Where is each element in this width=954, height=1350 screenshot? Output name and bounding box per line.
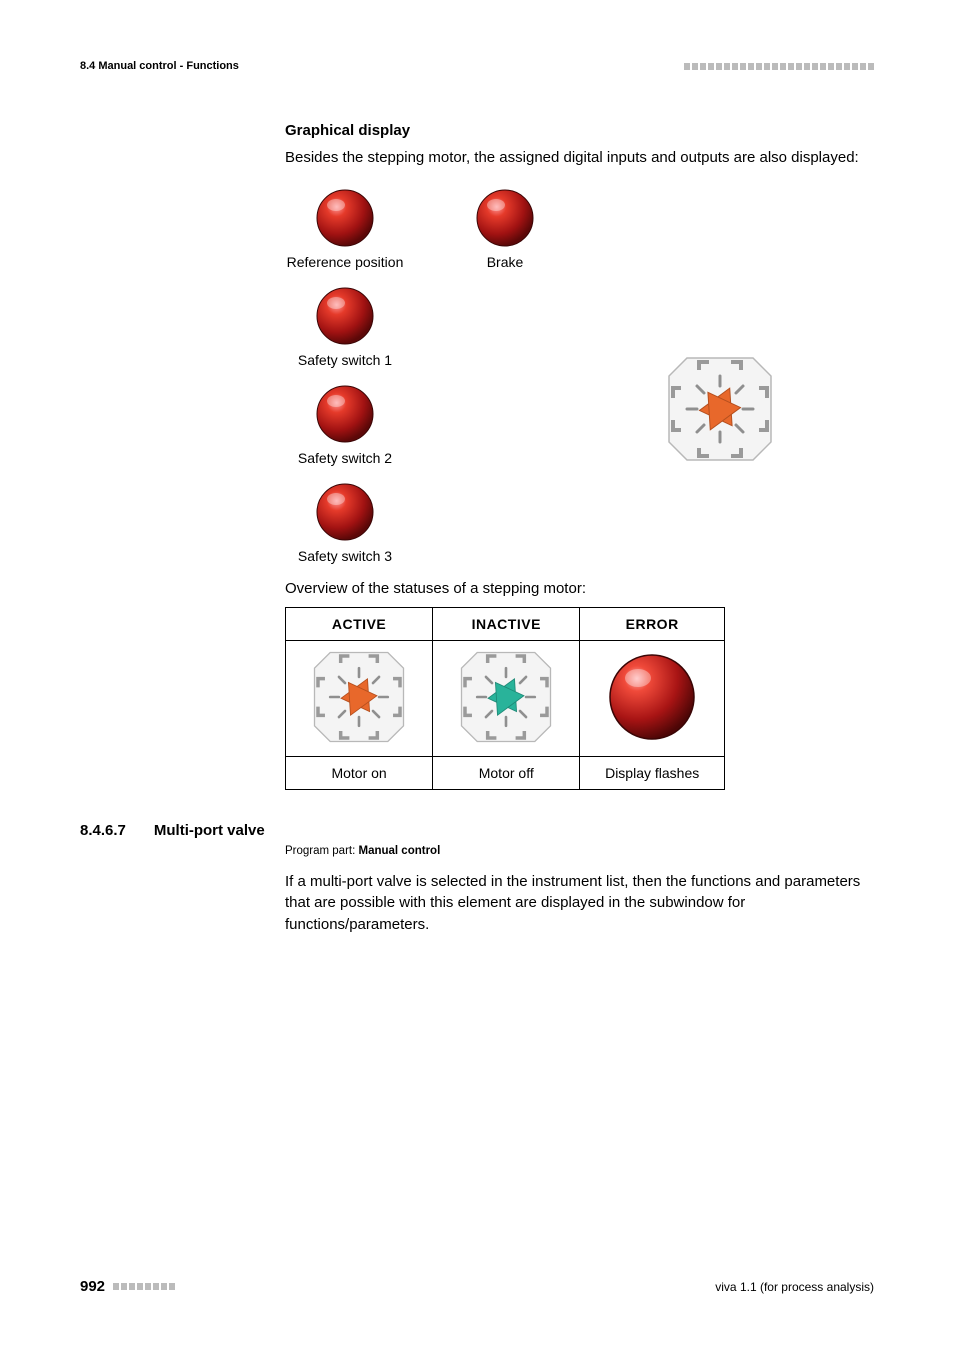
- status-header-active: ACTIVE: [286, 607, 433, 640]
- error-led-icon: [606, 651, 698, 743]
- header-decorator: [684, 63, 874, 70]
- motor-active-icon: [311, 649, 407, 745]
- indicator-label: Safety switch 2: [298, 449, 392, 467]
- motor-icon: [665, 354, 775, 464]
- status-cell-inactive: [433, 640, 580, 756]
- status-caption-active: Motor on: [286, 756, 433, 789]
- indicator-brake: Brake: [445, 187, 565, 271]
- heading-graphical-display: Graphical display: [285, 122, 874, 139]
- indicator-safety-switch-2: Safety switch 2: [285, 383, 405, 467]
- motor-symbol-large: [665, 354, 775, 469]
- header-section-label: 8.4 Manual control - Functions: [80, 60, 239, 72]
- led-icon: [314, 383, 376, 445]
- page-footer: 992 viva 1.1 (for process analysis): [80, 1278, 874, 1295]
- led-icon: [474, 187, 536, 249]
- indicator-safety-switch-3: Safety switch 3: [285, 481, 405, 565]
- status-cell-error: [580, 640, 725, 756]
- section-heading-row: 8.4.6.7 Multi-port valve: [80, 822, 874, 839]
- overview-caption: Overview of the statuses of a stepping m…: [285, 580, 874, 597]
- page-number: 992: [80, 1278, 105, 1295]
- io-indicator-grid: Reference position Safety switch 1 Safet…: [285, 187, 874, 566]
- status-header-error: ERROR: [580, 607, 725, 640]
- indicator-reference-position: Reference position: [285, 187, 405, 271]
- program-part-line: Program part: Manual control: [285, 845, 874, 857]
- section-body-paragraph: If a multi-port valve is selected in the…: [285, 871, 874, 936]
- led-icon: [314, 481, 376, 543]
- indicator-label: Brake: [487, 253, 524, 271]
- led-icon: [314, 187, 376, 249]
- status-caption-error: Display flashes: [580, 756, 725, 789]
- indicator-label: Reference position: [287, 253, 404, 271]
- footer-decorator: [113, 1283, 175, 1290]
- status-cell-active: [286, 640, 433, 756]
- indicator-label: Safety switch 3: [298, 547, 392, 565]
- indicator-safety-switch-1: Safety switch 1: [285, 285, 405, 369]
- section-number: 8.4.6.7: [80, 822, 126, 839]
- intro-paragraph: Besides the stepping motor, the assigned…: [285, 147, 874, 169]
- program-part-prefix: Program part:: [285, 845, 359, 857]
- led-icon: [314, 285, 376, 347]
- motor-inactive-icon: [458, 649, 554, 745]
- status-header-inactive: INACTIVE: [433, 607, 580, 640]
- indicator-label: Safety switch 1: [298, 351, 392, 369]
- page-header: 8.4 Manual control - Functions: [80, 60, 874, 72]
- section-title: Multi-port valve: [154, 822, 265, 839]
- status-caption-inactive: Motor off: [433, 756, 580, 789]
- status-table: ACTIVE INACTIVE ERROR: [285, 607, 725, 790]
- program-part-value: Manual control: [359, 845, 441, 857]
- footer-right-text: viva 1.1 (for process analysis): [715, 1280, 874, 1294]
